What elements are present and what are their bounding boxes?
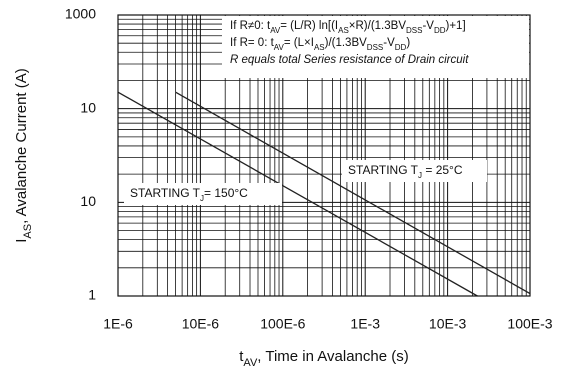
annotation: If R= 0: tAV= (L×IAS)/(1.3BVDSS-VDD)	[230, 37, 410, 52]
text-part: = (L×I	[284, 37, 314, 49]
annotations: If R≠0: tAV= (L/R) ln[(IAS×R)/(1.3BVDSS-…	[230, 20, 469, 66]
text-part: = 150°C	[204, 186, 248, 200]
labels: 1E-6 10E-6 100E-6 1E-3 10E-3 100E-3 1000 10 10 1 t…	[13, 6, 553, 369]
y-tick-label: 10	[80, 193, 96, 209]
series-label: STARTING TJ = 25°C	[348, 163, 463, 179]
series-label-box	[124, 183, 282, 205]
x-tick-label: 1E-6	[103, 316, 133, 332]
text-part: J	[418, 171, 422, 180]
text-part: DD	[395, 43, 407, 52]
text-part: AS	[22, 224, 34, 239]
text-part: STARTING T	[130, 186, 201, 200]
text-part: -V	[383, 37, 395, 49]
text-part: AS	[314, 43, 325, 52]
x-tick-label: 100E-6	[260, 316, 305, 332]
text-part: AS	[338, 26, 349, 35]
text-part: -V	[422, 20, 434, 32]
annotation: If R≠0: tAV= (L/R) ln[(IAS×R)/(1.3BVDSS-…	[230, 20, 466, 35]
text-part: AV	[274, 43, 285, 52]
x-tick-label: 1E-3	[350, 316, 380, 332]
text-part: R equals total Series resistance of Drai…	[230, 54, 469, 66]
x-tick-label: 10E-3	[429, 316, 467, 332]
text-part: = (L/R) ln[(I	[280, 20, 338, 32]
x-axis-label: tAV, Time in Avalanche (s)	[239, 348, 409, 369]
text-part: )+1]	[446, 20, 466, 32]
text-part: ×R)/(1.3BV	[349, 20, 407, 32]
x-tick-label: 10E-6	[182, 316, 220, 332]
text-part: )/(1.3BV	[325, 37, 368, 49]
text-part: DD	[434, 26, 446, 35]
text-part: t	[239, 348, 244, 365]
text-part: AV	[270, 26, 281, 35]
y-tick-label: 1000	[65, 6, 96, 22]
series-label: STARTING TJ= 150°C	[130, 186, 248, 202]
text-part: AV	[243, 357, 258, 369]
x-tick-label: 100E-3	[507, 316, 552, 332]
text-part: = 25°C	[422, 163, 463, 177]
y-axis-label: IAS, Avalanche Current (A)	[13, 68, 34, 243]
y-tick-label: 10	[80, 99, 96, 115]
series-label-box	[342, 160, 487, 182]
annotation-box	[222, 16, 529, 78]
text-part: If R≠0: t	[230, 20, 271, 32]
text-part: , Time in Avalanche (s)	[257, 348, 408, 365]
text-part: I	[13, 239, 30, 243]
text-part: J	[200, 194, 204, 203]
y-tick-label: 1	[88, 287, 96, 303]
text-part: DSS	[367, 43, 383, 52]
text-part: DSS	[406, 26, 422, 35]
text-part: STARTING T	[348, 163, 419, 177]
text-part: , Avalanche Current (A)	[13, 68, 30, 224]
series-line	[117, 91, 478, 297]
series-line	[175, 91, 531, 295]
plot-frame	[117, 14, 531, 297]
annotation: R equals total Series resistance of Drai…	[230, 54, 469, 66]
text-part: )	[406, 37, 410, 49]
text-part: If R= 0: t	[230, 37, 275, 49]
